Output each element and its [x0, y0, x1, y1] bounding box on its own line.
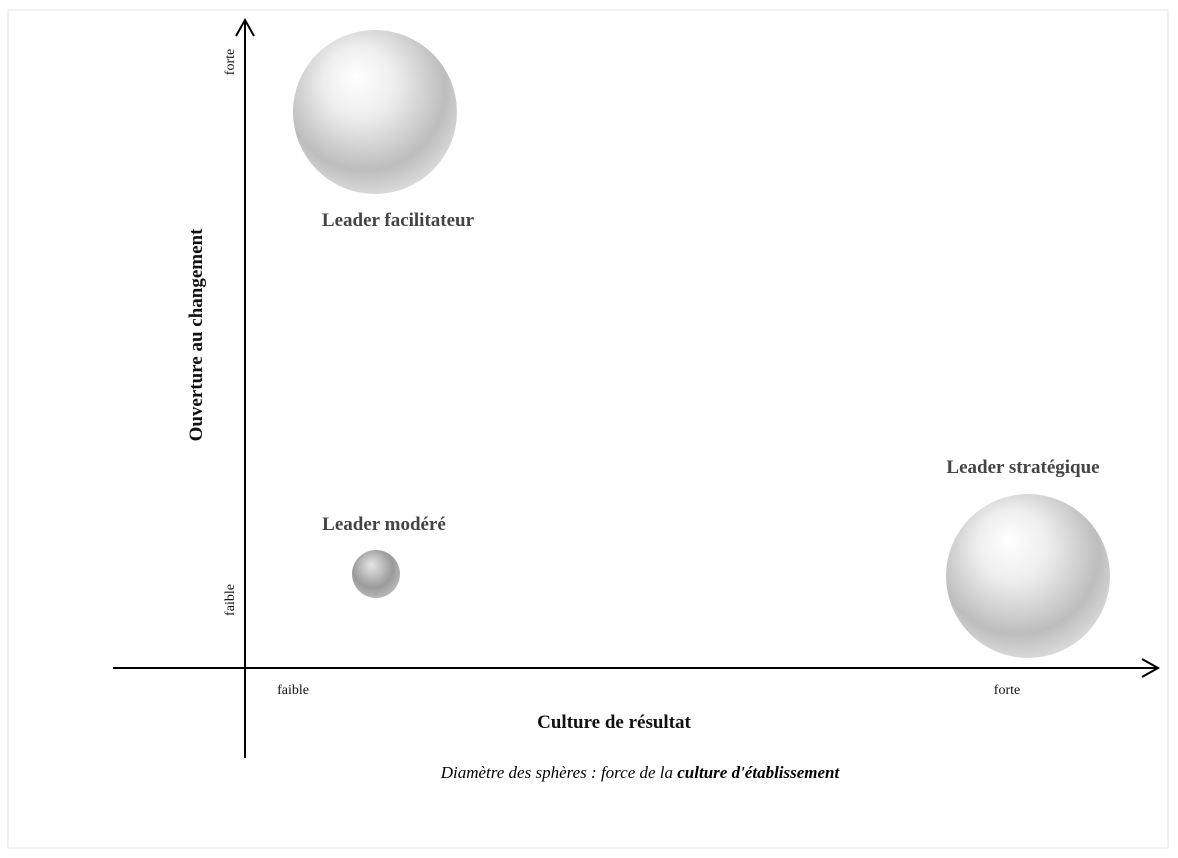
node-label: Leader facilitateur [322, 210, 475, 231]
y-low: faible [223, 584, 238, 616]
y-title: Ouverture au changement [186, 228, 207, 442]
caption-emphasis: culture d'établissement [677, 763, 840, 782]
x-low: faible [277, 683, 309, 698]
caption-text: Diamètre des sphères : force de la [440, 763, 678, 782]
y-high: forte [223, 49, 238, 75]
node-label: Leader modéré [322, 514, 446, 535]
x-title: Culture de résultat [537, 712, 691, 733]
caption: Diamètre des sphères : force de la cultu… [440, 763, 841, 782]
sphere [352, 550, 400, 598]
sphere [946, 494, 1110, 658]
sphere [293, 30, 457, 194]
node-label: Leader stratégique [946, 457, 1099, 478]
x-high: forte [994, 683, 1020, 698]
diagram: forte faible faible forte Culture de rés… [0, 0, 1178, 858]
